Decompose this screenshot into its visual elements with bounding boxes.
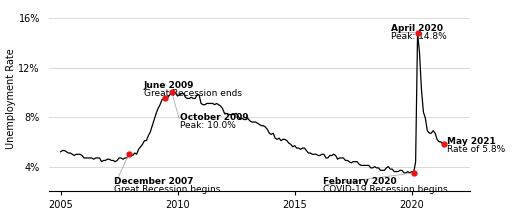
- Text: Great Recession begins: Great Recession begins: [114, 185, 221, 194]
- Text: Rate of 5.8%: Rate of 5.8%: [447, 145, 505, 154]
- Text: Great Recession ends: Great Recession ends: [144, 89, 242, 98]
- Text: June 2009: June 2009: [144, 81, 194, 90]
- Y-axis label: Unemployment Rate: Unemployment Rate: [6, 48, 15, 149]
- Text: Peak: 10.0%: Peak: 10.0%: [180, 121, 236, 130]
- Text: COVID-19 Recession begins: COVID-19 Recession begins: [323, 185, 447, 194]
- Text: May 2021: May 2021: [447, 137, 496, 146]
- Text: February 2020: February 2020: [323, 177, 396, 186]
- Text: April 2020: April 2020: [391, 24, 443, 33]
- Text: Peak: 14.8%: Peak: 14.8%: [391, 32, 446, 41]
- Text: December 2007: December 2007: [114, 177, 194, 186]
- Text: October 2009: October 2009: [180, 113, 249, 122]
